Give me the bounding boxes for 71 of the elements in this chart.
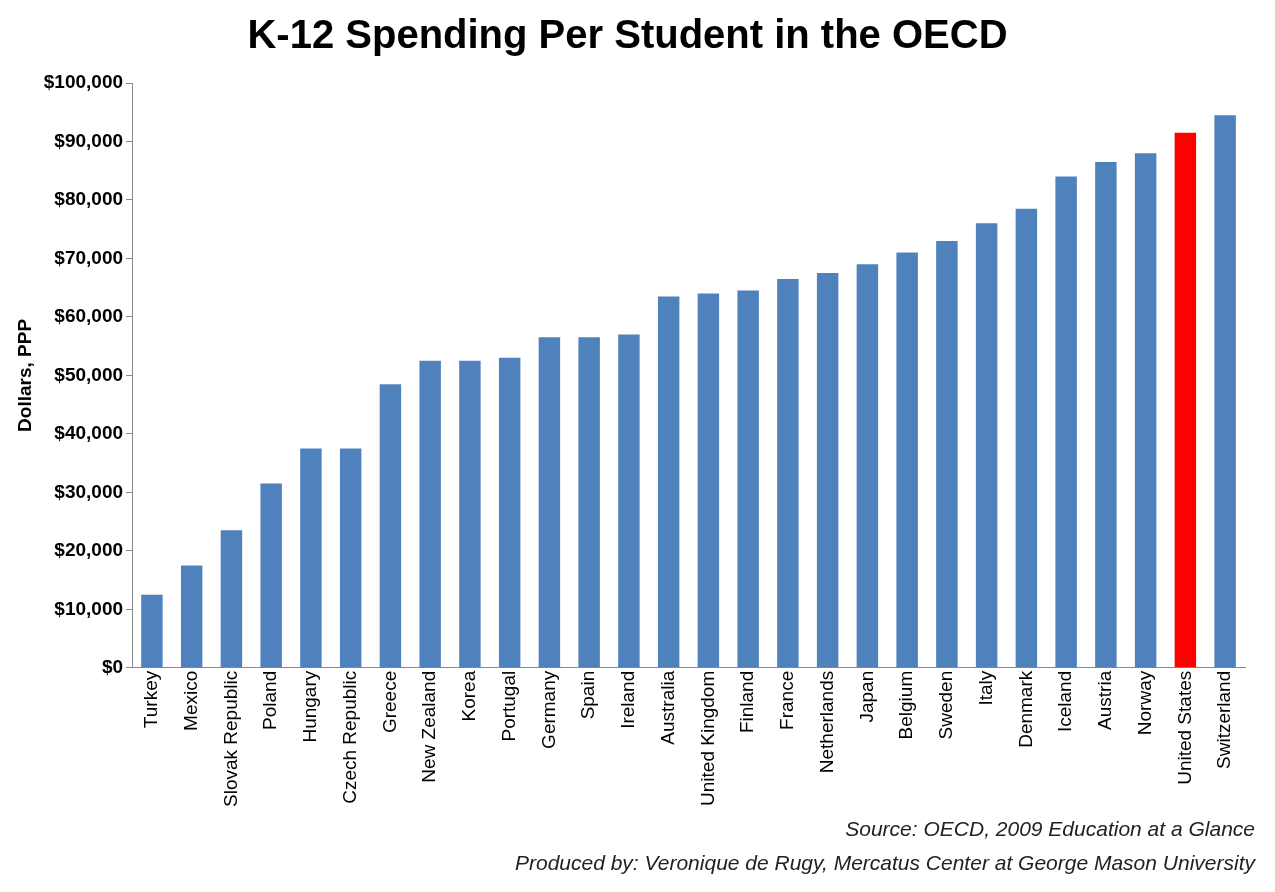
x-tick-label: Ireland: [617, 670, 639, 729]
bar: [975, 223, 998, 668]
bar: [618, 334, 640, 668]
x-tick-label: Japan: [855, 670, 877, 723]
bar: [498, 357, 521, 668]
y-tick-label: $90,000: [54, 129, 124, 151]
x-tick-label: Portugal: [497, 670, 519, 742]
y-tick-label: $60,000: [54, 305, 124, 327]
bar: [1214, 115, 1236, 668]
x-tick-label: Sweden: [935, 670, 957, 740]
x-tick-label: Czech Republic: [338, 670, 360, 804]
bar: [419, 360, 441, 668]
bar: [141, 594, 163, 668]
x-tick-label: Slovak Republic: [219, 670, 241, 808]
x-tick-label: Spain: [577, 670, 599, 720]
x-tick-label: Finland: [736, 670, 758, 734]
bar: [777, 278, 799, 668]
bar: [220, 530, 243, 668]
y-tick-label: $10,000: [54, 597, 124, 619]
x-tick-label: Greece: [378, 670, 400, 734]
x-tick-label: Hungary: [299, 670, 321, 743]
y-tick-label: $50,000: [54, 363, 124, 385]
bar: [339, 448, 362, 668]
x-tick-label: Poland: [259, 670, 281, 730]
bar: [1134, 153, 1157, 668]
bar: [538, 337, 561, 668]
x-tick-label: Australia: [656, 670, 678, 745]
bar: [1095, 161, 1117, 668]
y-tick-label: $80,000: [54, 188, 124, 210]
bar: [896, 252, 918, 668]
bar: [180, 565, 203, 668]
source-note: Source: OECD, 2009 Education at a Glance: [844, 816, 1255, 842]
bar: [1015, 208, 1038, 668]
bar: [737, 290, 759, 668]
bar: [816, 273, 839, 668]
y-axis-title: Dollars, PPP: [13, 318, 35, 432]
x-tick-label: New Zealand: [418, 670, 440, 783]
y-tick-label: $20,000: [54, 539, 124, 561]
bar: [260, 483, 282, 668]
bar: [1055, 176, 1077, 668]
x-tick-label: Germany: [537, 670, 559, 749]
x-tick-label: Korea: [458, 670, 480, 722]
x-tick-label: Austria: [1094, 670, 1116, 730]
x-tick-label: Norway: [1133, 670, 1155, 736]
y-tick-label: $30,000: [54, 480, 124, 502]
y-tick-label: $40,000: [54, 422, 124, 444]
y-tick-label: $100,000: [43, 71, 124, 93]
bar: [697, 293, 720, 668]
x-tick-label: Iceland: [1054, 670, 1076, 733]
chart-title: K-12 Spending Per Student in the OECD: [247, 12, 1008, 57]
x-tick-label: Switzerland: [1213, 670, 1235, 769]
bar: [578, 337, 600, 668]
bar: [379, 384, 402, 668]
y-tick-label: $70,000: [54, 246, 124, 268]
bar: [936, 240, 958, 668]
x-tick-label: Italy: [974, 670, 996, 706]
bar: [459, 360, 481, 668]
bar: [300, 448, 322, 668]
x-tick-label: United States: [1173, 670, 1195, 785]
x-tick-label: Denmark: [1014, 670, 1036, 748]
bar: [657, 296, 680, 668]
x-tick-label: Turkey: [140, 670, 162, 729]
y-tick-label: $0: [101, 656, 124, 677]
bar: [1174, 132, 1197, 668]
x-tick-label: Netherlands: [815, 670, 837, 774]
x-tick-label: France: [776, 670, 798, 730]
bar: [856, 264, 879, 668]
text: Produced by: Veronique de Rugy, Mercatus Center at George Mason University: [514, 850, 1255, 876]
x-tick-label: United Kingdom: [696, 670, 718, 806]
x-tick-label: Mexico: [179, 670, 201, 731]
x-tick-label: Belgium: [895, 670, 917, 740]
